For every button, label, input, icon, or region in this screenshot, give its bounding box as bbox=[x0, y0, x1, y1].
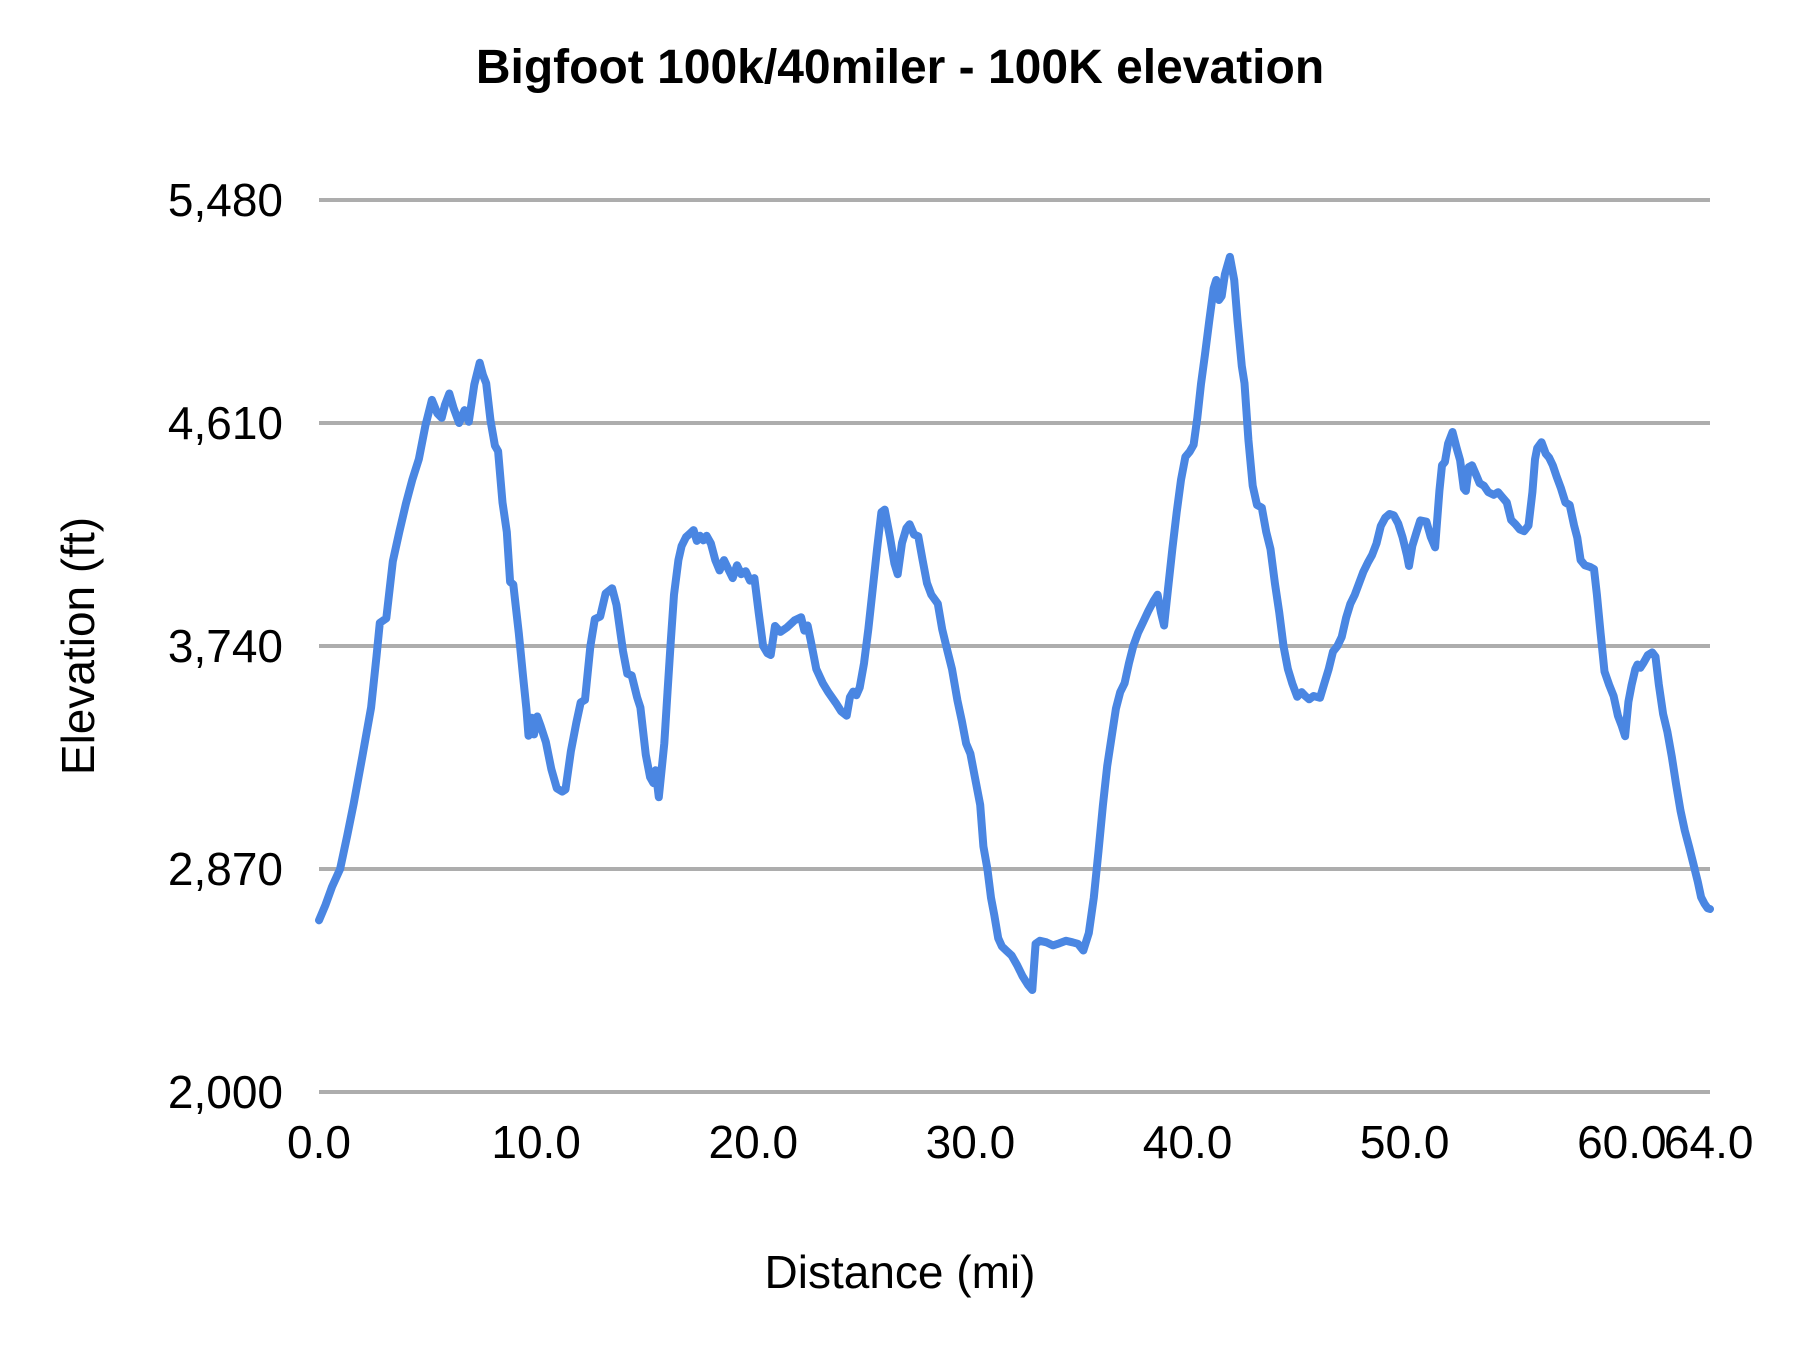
x-tick-label-20.0: 20.0 bbox=[708, 1116, 799, 1168]
x-tick-label-0.0: 0.0 bbox=[287, 1116, 351, 1168]
elevation-line bbox=[315, 252, 1714, 994]
y-tick-label-2,000: 2,000 bbox=[167, 1066, 283, 1118]
chart-title: Bigfoot 100k/40miler - 100K elevation bbox=[475, 41, 1325, 94]
y-tick-label-4,610: 4,610 bbox=[167, 397, 283, 449]
y-axis-title: Elevation (ft) bbox=[52, 516, 104, 776]
gridlines bbox=[319, 198, 1710, 1094]
x-tick-label-64.0: 64.0 bbox=[1663, 1116, 1754, 1168]
x-tick-label-40.0: 40.0 bbox=[1142, 1116, 1233, 1168]
x-axis-title: Distance (mi) bbox=[764, 1246, 1036, 1298]
y-tick-label-3,740: 3,740 bbox=[167, 620, 283, 672]
y-tick-label-5,480: 5,480 bbox=[167, 174, 283, 226]
x-tick-label-10.0: 10.0 bbox=[491, 1116, 581, 1168]
x-tick-label-30.0: 30.0 bbox=[925, 1116, 1016, 1168]
x-tick-label-60.0: 60.0 bbox=[1577, 1116, 1667, 1168]
x-tick-label-50.0: 50.0 bbox=[1359, 1116, 1450, 1168]
y-tick-label-2,870: 2,870 bbox=[167, 843, 283, 895]
